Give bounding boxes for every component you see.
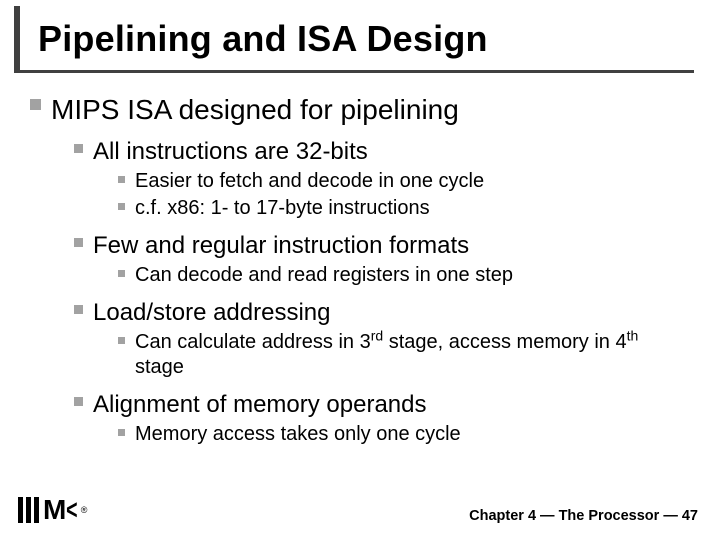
square-bullet-icon bbox=[118, 270, 125, 277]
bullet-level3: c.f. x86: 1- to 17-byte instructions bbox=[118, 196, 690, 221]
bullet-text: Alignment of memory operands bbox=[93, 390, 427, 420]
bullet-text: Can decode and read registers in one ste… bbox=[135, 263, 513, 288]
logo-bars-icon bbox=[18, 497, 39, 523]
bullet-level3: Can calculate address in 3rd stage, acce… bbox=[118, 330, 690, 380]
square-bullet-icon bbox=[118, 337, 125, 344]
square-bullet-icon bbox=[74, 238, 83, 247]
slide: Pipelining and ISA Design MIPS ISA desig… bbox=[0, 0, 720, 540]
text-fragment: Can calculate address in 3 bbox=[135, 331, 371, 353]
square-bullet-icon bbox=[118, 429, 125, 436]
square-bullet-icon bbox=[118, 203, 125, 210]
square-bullet-icon bbox=[74, 144, 83, 153]
square-bullet-icon bbox=[74, 397, 83, 406]
bullet-text: Load/store addressing bbox=[93, 298, 331, 328]
bullet-level1: MIPS ISA designed for pipelining bbox=[30, 92, 690, 127]
bullet-text: Memory access takes only one cycle bbox=[135, 422, 461, 447]
bullet-text: All instructions are 32-bits bbox=[93, 137, 368, 167]
bullet-level2: Load/store addressing bbox=[74, 298, 690, 328]
bullet-level2: Few and regular instruction formats bbox=[74, 231, 690, 261]
bullet-text: Easier to fetch and decode in one cycle bbox=[135, 169, 484, 194]
square-bullet-icon bbox=[118, 176, 125, 183]
registered-icon: ® bbox=[81, 505, 88, 515]
bullet-text: c.f. x86: 1- to 17-byte instructions bbox=[135, 196, 430, 221]
bullet-level2: Alignment of memory operands bbox=[74, 390, 690, 420]
superscript: th bbox=[627, 327, 639, 343]
bullet-level3: Can decode and read registers in one ste… bbox=[118, 263, 690, 288]
slide-body: MIPS ISA designed for pipelining All ins… bbox=[30, 88, 690, 447]
square-bullet-icon bbox=[30, 99, 41, 110]
slide-footer: Chapter 4 — The Processor — 47 bbox=[469, 508, 698, 524]
text-fragment: stage bbox=[135, 356, 184, 378]
bullet-text: Few and regular instruction formats bbox=[93, 231, 469, 261]
title-region: Pipelining and ISA Design bbox=[14, 6, 694, 73]
bullet-text: Can calculate address in 3rd stage, acce… bbox=[135, 330, 690, 380]
bullet-text: MIPS ISA designed for pipelining bbox=[51, 92, 459, 127]
bullet-level3: Easier to fetch and decode in one cycle bbox=[118, 169, 690, 194]
superscript: rd bbox=[371, 327, 383, 343]
text-fragment: stage, access memory in 4 bbox=[383, 331, 626, 353]
logo-text: M< bbox=[43, 494, 79, 526]
slide-title: Pipelining and ISA Design bbox=[38, 18, 688, 60]
square-bullet-icon bbox=[74, 305, 83, 314]
bullet-level2: All instructions are 32-bits bbox=[74, 137, 690, 167]
bullet-level3: Memory access takes only one cycle bbox=[118, 422, 690, 447]
publisher-logo: M< ® bbox=[18, 494, 110, 526]
